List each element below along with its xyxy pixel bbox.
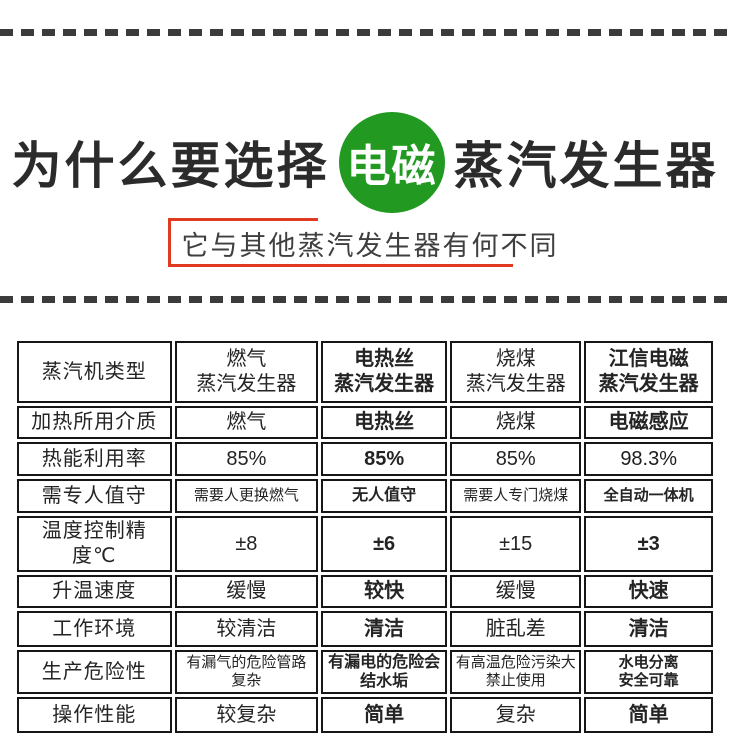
cell-operation-gas: 较复杂: [174, 697, 319, 734]
cell-gas-type: 燃气 蒸汽发生器: [174, 341, 319, 403]
cell-environment-electromagnetic: 清洁: [584, 611, 713, 647]
comparison-table: 蒸汽机类型 燃气 蒸汽发生器 电热丝 蒸汽发生器 烧煤 蒸汽发生器 江信电磁 蒸…: [14, 338, 716, 736]
cell-attendant-gas: 需要人更换燃气: [174, 479, 319, 513]
table-row: 蒸汽机类型 燃气 蒸汽发生器 电热丝 蒸汽发生器 烧煤 蒸汽发生器 江信电磁 蒸…: [17, 341, 713, 403]
cell-coal-type: 烧煤 蒸汽发生器: [450, 341, 582, 403]
cell-medium-induction: 电磁感应: [584, 406, 713, 439]
table-row: 温度控制精度℃ ±8 ±6 ±15 ±3: [17, 516, 713, 572]
cell-risk-gas: 有漏气的危险管路 复杂: [174, 650, 319, 695]
subtitle-box: 它与其他蒸汽发生器有何不同: [167, 218, 563, 273]
table-row: 热能利用率 85% 85% 85% 98.3%: [17, 442, 713, 476]
title-prefix: 为什么要选择: [11, 138, 330, 194]
page-title: 为什么要选择 电磁 蒸汽发生器: [0, 110, 730, 214]
cell-environment-gas: 较清洁: [174, 611, 319, 647]
cell-risk-wire: 有漏电的危险会 结水垢: [321, 650, 448, 695]
table-row: 操作性能 较复杂 简单 复杂 简单: [17, 697, 713, 734]
cell-heating-wire-type: 电热丝 蒸汽发生器: [321, 341, 448, 403]
cell-util-coal: 85%: [450, 442, 582, 476]
cell-precision-wire: ±6: [321, 516, 448, 572]
table-row: 生产危险性 有漏气的危险管路 复杂 有漏电的危险会 结水垢 有高温危险污染大 禁…: [17, 650, 713, 695]
cell-precision-electromagnetic: ±3: [584, 516, 713, 572]
cell-util-wire: 85%: [321, 442, 448, 476]
cell-risk-electromagnetic: 水电分离 安全可靠: [584, 650, 713, 695]
cell-operation-electromagnetic: 简单: [584, 697, 713, 734]
cell-speed-coal: 缓慢: [450, 575, 582, 608]
title-suffix: 蒸汽发生器: [453, 138, 719, 194]
red-bracket-underline: [167, 264, 513, 267]
cell-jiangxin-electromagnetic-type: 江信电磁 蒸汽发生器: [584, 341, 713, 403]
cell-precision-coal: ±15: [450, 516, 582, 572]
row-label-temperature-precision: 温度控制精度℃: [17, 516, 172, 572]
subtitle-section: 它与其他蒸汽发生器有何不同: [0, 218, 730, 273]
cell-attendant-wire: 无人值守: [321, 479, 448, 513]
middle-dashed-divider: [0, 296, 730, 303]
top-dashed-divider: [0, 29, 730, 36]
cell-attendant-coal: 需要人专门烧煤: [450, 479, 582, 513]
cell-operation-coal: 复杂: [450, 697, 582, 734]
row-label-heating-medium: 加热所用介质: [17, 406, 172, 439]
cell-risk-coal: 有高温危险污染大 禁止使用: [450, 650, 582, 695]
cell-speed-wire: 较快: [321, 575, 448, 608]
cell-operation-wire: 简单: [321, 697, 448, 734]
cell-util-gas: 85%: [174, 442, 319, 476]
table-row: 工作环境 较清洁 清洁 脏乱差 清洁: [17, 611, 713, 647]
cell-util-electromagnetic: 98.3%: [584, 442, 713, 476]
subtitle-text: 它与其他蒸汽发生器有何不同: [181, 231, 559, 261]
table-row: 加热所用介质 燃气 电热丝 烧煤 电磁感应: [17, 406, 713, 439]
cell-medium-wire: 电热丝: [321, 406, 448, 439]
cell-medium-gas: 燃气: [174, 406, 319, 439]
title-highlight-badge: 电磁: [338, 111, 445, 213]
row-label-operation-performance: 操作性能: [17, 697, 172, 734]
cell-environment-coal: 脏乱差: [450, 611, 582, 647]
cell-precision-gas: ±8: [174, 516, 319, 572]
row-label-steam-machine-type: 蒸汽机类型: [17, 341, 172, 403]
red-bracket-left-line: [167, 218, 171, 264]
cell-speed-electromagnetic: 快速: [584, 575, 713, 608]
cell-medium-coal: 烧煤: [450, 406, 582, 439]
row-label-heat-utilization: 热能利用率: [17, 442, 172, 476]
row-label-work-environment: 工作环境: [17, 611, 172, 647]
row-label-production-risk: 生产危险性: [17, 650, 172, 695]
cell-speed-gas: 缓慢: [174, 575, 319, 608]
table-row: 升温速度 缓慢 较快 缓慢 快速: [17, 575, 713, 608]
row-label-heating-speed: 升温速度: [17, 575, 172, 608]
cell-environment-wire: 清洁: [321, 611, 448, 647]
row-label-attendant-required: 需专人值守: [17, 479, 172, 513]
red-bracket-top-line: [167, 218, 318, 221]
title-highlight-text: 电磁: [346, 142, 437, 191]
table-row: 需专人值守 需要人更换燃气 无人值守 需要人专门烧煤 全自动一体机: [17, 479, 713, 513]
cell-attendant-electromagnetic: 全自动一体机: [584, 479, 713, 513]
